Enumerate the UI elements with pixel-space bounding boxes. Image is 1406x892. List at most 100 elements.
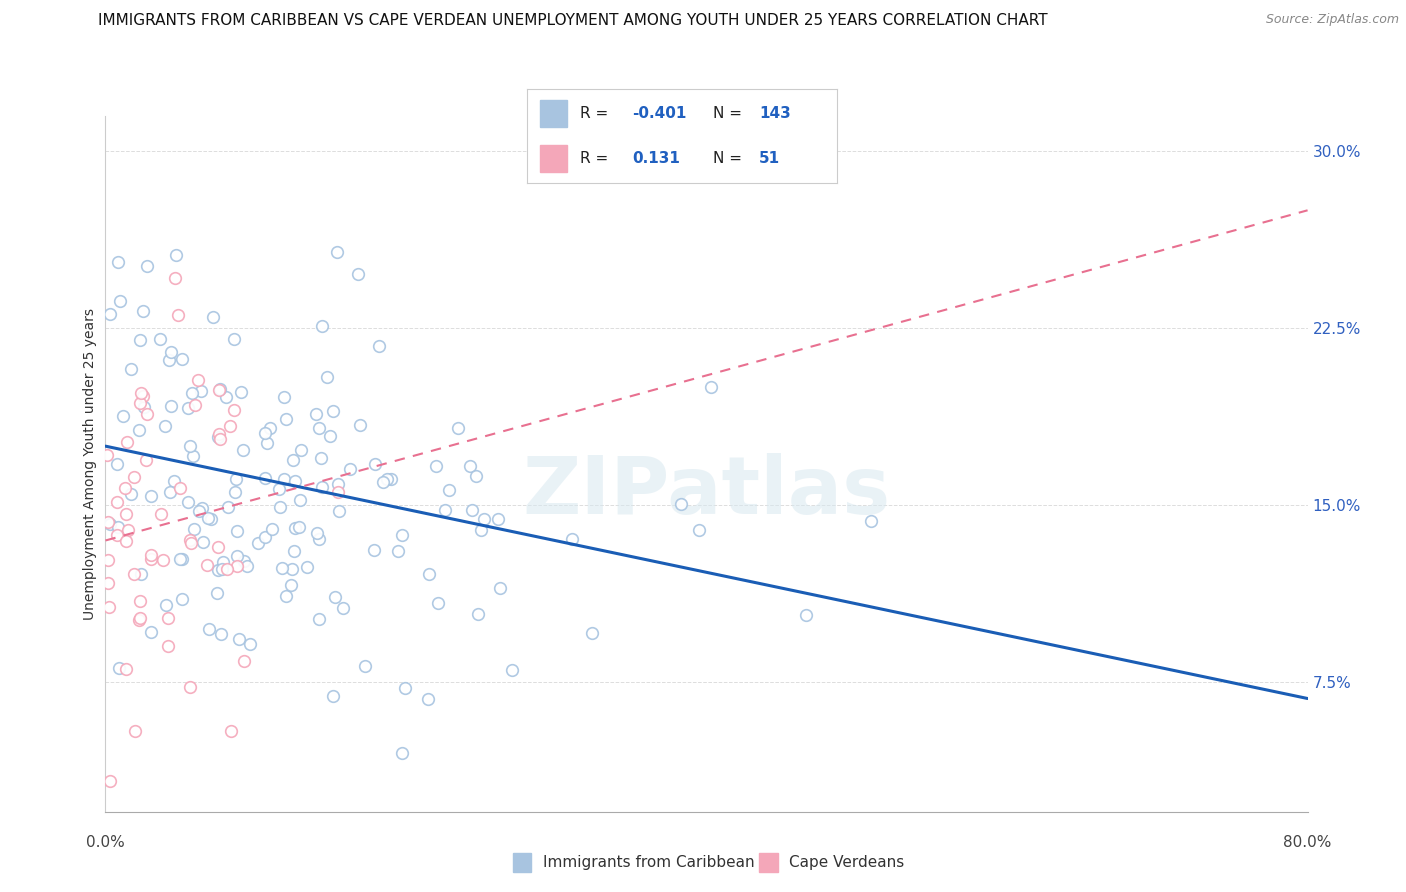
Point <box>112 409 135 424</box>
Point <box>349 417 371 432</box>
Point <box>107 255 129 269</box>
Point <box>269 482 291 496</box>
Point <box>367 339 389 353</box>
Point <box>311 318 333 333</box>
Point <box>290 443 312 458</box>
Point <box>486 511 509 525</box>
Point <box>152 553 174 567</box>
Point <box>98 599 121 614</box>
Point <box>134 400 156 414</box>
Point <box>328 504 350 518</box>
Point <box>270 561 292 575</box>
Text: Immigrants from Caribbean: Immigrants from Caribbean <box>543 855 755 870</box>
Point <box>200 512 222 526</box>
Point <box>273 391 295 405</box>
Point <box>304 407 326 421</box>
Point <box>197 511 219 525</box>
Point <box>472 511 495 525</box>
Point <box>860 514 883 528</box>
Point <box>236 558 259 573</box>
Point <box>339 462 361 476</box>
Point <box>387 544 409 558</box>
Point <box>305 525 328 540</box>
Point <box>165 248 187 262</box>
Point <box>157 611 180 625</box>
Point <box>364 457 387 471</box>
Point <box>179 681 201 695</box>
Point <box>107 520 129 534</box>
Point <box>114 662 136 676</box>
Text: Cape Verdeans: Cape Verdeans <box>789 855 904 870</box>
Point <box>110 294 132 309</box>
Point <box>129 396 152 410</box>
Point <box>461 503 484 517</box>
Point <box>165 271 187 285</box>
Point <box>308 612 330 626</box>
Point <box>208 383 231 397</box>
Point <box>115 507 138 521</box>
Point <box>187 504 209 518</box>
Point <box>135 259 157 273</box>
Point <box>198 622 221 636</box>
Point <box>215 562 238 576</box>
Text: ZIPatlas: ZIPatlas <box>523 452 890 531</box>
Point <box>131 566 153 581</box>
Point <box>322 689 344 703</box>
Text: 0.0%: 0.0% <box>86 836 125 850</box>
Point <box>181 385 204 400</box>
Point <box>139 490 162 504</box>
Point <box>284 474 307 488</box>
Point <box>224 332 246 346</box>
Point <box>489 581 512 595</box>
Point <box>228 632 250 646</box>
Point <box>97 553 120 567</box>
Point <box>160 399 183 413</box>
Point <box>315 370 337 384</box>
Point <box>671 497 693 511</box>
Point <box>253 425 276 440</box>
Point <box>246 535 269 549</box>
Point <box>172 592 194 607</box>
Point <box>354 659 377 673</box>
Point <box>184 398 207 412</box>
Point <box>254 471 277 485</box>
Text: IMMIGRANTS FROM CARIBBEAN VS CAPE VERDEAN UNEMPLOYMENT AMONG YOUTH UNDER 25 YEAR: IMMIGRANTS FROM CARIBBEAN VS CAPE VERDEA… <box>98 13 1047 29</box>
Point <box>208 427 231 442</box>
Point <box>217 500 239 514</box>
Point <box>467 607 489 622</box>
Point <box>433 503 456 517</box>
Point <box>177 494 200 508</box>
FancyBboxPatch shape <box>540 101 568 127</box>
Point <box>167 308 190 322</box>
Point <box>205 586 228 600</box>
Point <box>239 637 262 651</box>
Text: 51: 51 <box>759 151 780 166</box>
Point <box>97 516 120 530</box>
Point <box>96 448 118 462</box>
Point <box>222 402 245 417</box>
Point <box>460 459 482 474</box>
Point <box>269 500 291 514</box>
Point <box>155 419 177 434</box>
Point <box>98 516 121 531</box>
Point <box>418 567 440 582</box>
Point <box>114 481 136 495</box>
Point <box>281 453 304 467</box>
Point <box>225 549 247 563</box>
Text: N =: N = <box>713 106 747 121</box>
Point <box>688 523 710 537</box>
Point <box>117 523 139 537</box>
Point <box>122 469 145 483</box>
Point <box>326 245 349 260</box>
Point <box>207 540 229 554</box>
Point <box>318 429 340 443</box>
Point <box>115 434 138 449</box>
Point <box>129 611 152 625</box>
Point <box>172 552 194 566</box>
Point <box>280 562 302 576</box>
Point <box>273 472 295 486</box>
Point <box>169 481 191 495</box>
Text: 80.0%: 80.0% <box>1284 836 1331 850</box>
Point <box>308 532 330 546</box>
Point <box>276 412 298 426</box>
